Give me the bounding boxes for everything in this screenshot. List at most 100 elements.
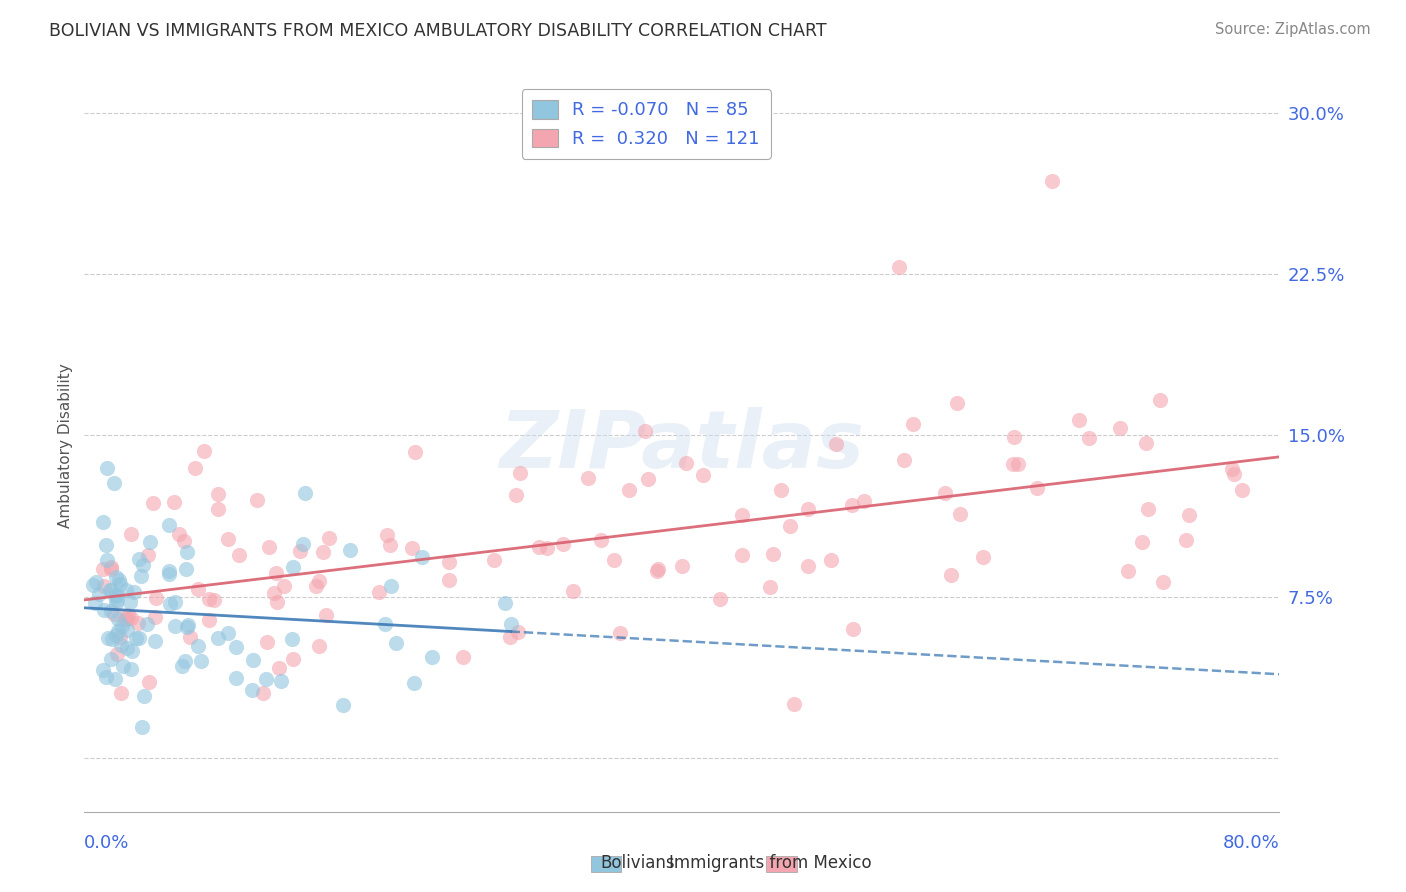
Point xyxy=(100,604,122,618)
Point xyxy=(609,625,631,640)
Point xyxy=(100,632,122,646)
Text: 0.0%: 0.0% xyxy=(84,834,129,852)
Point xyxy=(143,634,166,648)
Point xyxy=(117,607,139,622)
Point xyxy=(202,592,225,607)
Point xyxy=(120,611,142,625)
Point xyxy=(263,586,285,600)
Point xyxy=(110,686,132,700)
Point xyxy=(84,596,107,610)
Point xyxy=(103,475,125,490)
Point xyxy=(254,672,277,686)
Point xyxy=(104,570,127,584)
Point xyxy=(945,396,967,410)
Point xyxy=(98,582,121,597)
Point xyxy=(731,548,754,562)
Point xyxy=(107,624,129,638)
Point xyxy=(437,555,460,569)
Point xyxy=(637,472,659,486)
Point xyxy=(842,622,865,636)
Point xyxy=(494,596,516,610)
Point xyxy=(281,632,304,647)
Point xyxy=(671,559,693,574)
Point xyxy=(114,612,136,626)
Point xyxy=(367,585,389,599)
Point xyxy=(157,567,180,582)
Point xyxy=(527,540,550,554)
Point xyxy=(96,460,118,475)
Point xyxy=(187,639,209,653)
Point xyxy=(117,641,139,656)
Point xyxy=(115,611,138,625)
Text: BOLIVIAN VS IMMIGRANTS FROM MEXICO AMBULATORY DISABILITY CORRELATION CHART: BOLIVIAN VS IMMIGRANTS FROM MEXICO AMBUL… xyxy=(49,22,827,40)
Point xyxy=(779,519,801,533)
Point xyxy=(96,553,118,567)
Point xyxy=(499,616,522,631)
Point xyxy=(576,470,599,484)
Point xyxy=(536,541,558,556)
Legend: R = -0.070   N = 85, R =  0.320   N = 121: R = -0.070 N = 85, R = 0.320 N = 121 xyxy=(522,89,770,159)
Point xyxy=(115,583,138,598)
Point xyxy=(190,654,212,668)
Point xyxy=(1002,430,1025,444)
Point xyxy=(170,659,193,673)
Point xyxy=(290,544,312,558)
Point xyxy=(411,549,433,564)
Point xyxy=(762,547,785,561)
Point xyxy=(108,577,131,591)
Point xyxy=(107,593,129,607)
Point xyxy=(110,638,132,652)
Point xyxy=(508,625,530,640)
Point xyxy=(240,683,263,698)
Point xyxy=(242,653,264,667)
Point xyxy=(187,582,209,596)
Point xyxy=(257,540,280,554)
Point xyxy=(193,443,215,458)
Point xyxy=(120,662,142,676)
Point xyxy=(108,573,131,587)
Point xyxy=(852,493,875,508)
Point xyxy=(107,612,129,626)
Point xyxy=(207,502,229,516)
Point xyxy=(157,518,180,533)
Point xyxy=(499,631,522,645)
Point xyxy=(1178,508,1201,523)
Point xyxy=(1222,462,1244,476)
Point xyxy=(118,594,141,608)
Point xyxy=(129,569,152,583)
Point xyxy=(143,610,166,624)
Point xyxy=(207,631,229,645)
Point xyxy=(437,573,460,587)
Point xyxy=(91,663,114,677)
Point xyxy=(401,541,423,555)
Point xyxy=(796,558,818,573)
Point xyxy=(225,640,247,655)
Point xyxy=(509,466,531,480)
Point xyxy=(100,561,122,575)
Point xyxy=(1130,535,1153,549)
Point xyxy=(138,675,160,690)
Point xyxy=(634,425,657,439)
Point xyxy=(128,552,150,566)
Point xyxy=(82,578,104,592)
Point xyxy=(949,507,972,521)
Point xyxy=(121,643,143,657)
Point xyxy=(825,437,848,451)
Point xyxy=(163,495,186,509)
Point xyxy=(482,553,505,567)
Point xyxy=(142,496,165,510)
Point xyxy=(294,485,316,500)
Point xyxy=(93,562,115,576)
Point xyxy=(177,617,200,632)
Point xyxy=(100,559,122,574)
Point xyxy=(709,591,731,606)
Point xyxy=(100,652,122,666)
Point xyxy=(120,527,142,541)
Text: Source: ZipAtlas.com: Source: ZipAtlas.com xyxy=(1215,22,1371,37)
Point xyxy=(304,579,326,593)
Point xyxy=(1042,174,1064,188)
Point xyxy=(134,689,156,703)
Point xyxy=(374,617,396,632)
Point xyxy=(93,579,115,593)
Point xyxy=(256,634,278,648)
